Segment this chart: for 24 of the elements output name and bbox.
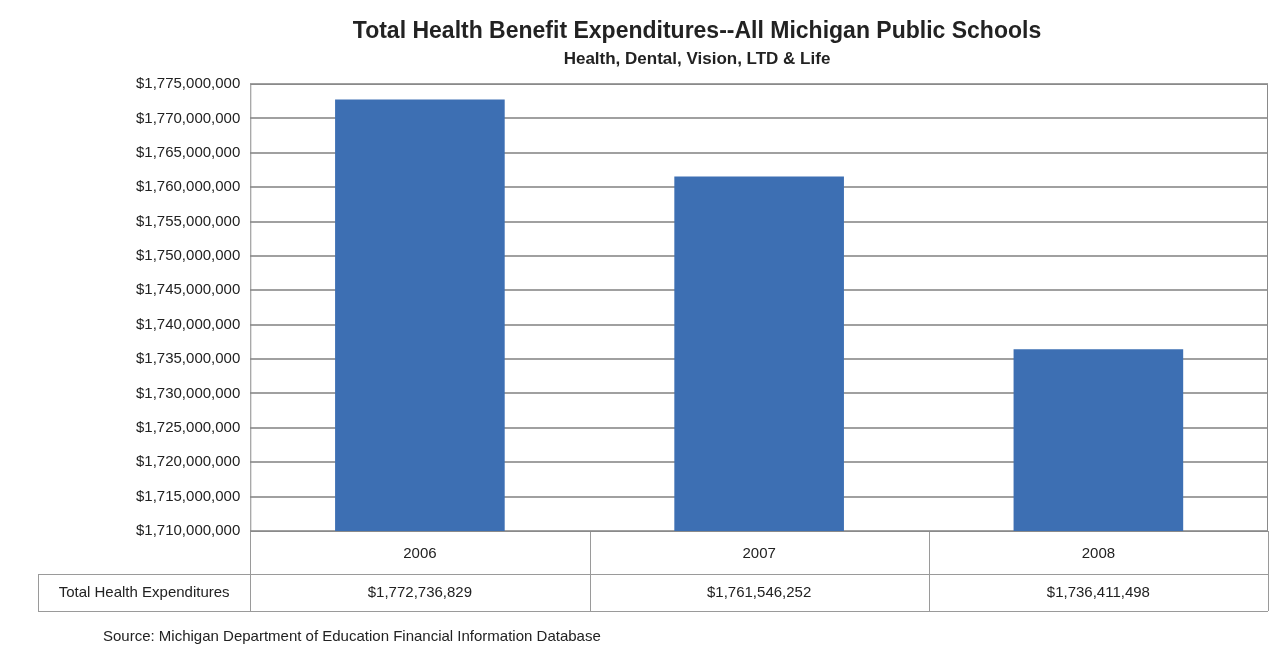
source-note: Source: Michigan Department of Education Financial Information Database <box>103 627 601 645</box>
y-tick-label: $1,710,000,000 <box>135 521 241 539</box>
y-tick-label: $1,775,000,000 <box>135 74 241 92</box>
x-tick-label: 2008 <box>1081 544 1116 562</box>
data-label: $1,761,546,252 <box>706 582 812 600</box>
y-tick-label: $1,740,000,000 <box>135 314 241 332</box>
text: Total Health Expenditures <box>58 582 230 600</box>
y-tick-label: $1,770,000,000 <box>135 108 241 126</box>
y-tick-label: $1,735,000,000 <box>135 349 241 367</box>
y-tick-label: $1,755,000,000 <box>135 211 241 229</box>
data-label: $1,736,411,498 <box>1046 582 1150 600</box>
chart-subtitle: Health, Dental, Vision, LTD & Life <box>563 49 831 69</box>
y-tick-label: $1,720,000,000 <box>135 452 241 470</box>
y-tick-label: $1,745,000,000 <box>135 280 241 298</box>
y-tick-label: $1,765,000,000 <box>135 142 241 160</box>
y-tick-label: $1,760,000,000 <box>135 177 241 195</box>
y-tick-label: $1,715,000,000 <box>135 486 241 504</box>
y-tick-label: $1,730,000,000 <box>135 383 241 401</box>
chart-title: Total Health Benefit Expenditures--All Michigan Public Schools <box>352 17 1042 44</box>
data-label: $1,772,736,829 <box>367 582 473 600</box>
x-tick-label: 2007 <box>742 544 776 562</box>
x-tick-label: 2006 <box>403 544 437 562</box>
y-tick-label: $1,725,000,000 <box>135 417 241 435</box>
y-tick-label: $1,750,000,000 <box>135 246 241 264</box>
